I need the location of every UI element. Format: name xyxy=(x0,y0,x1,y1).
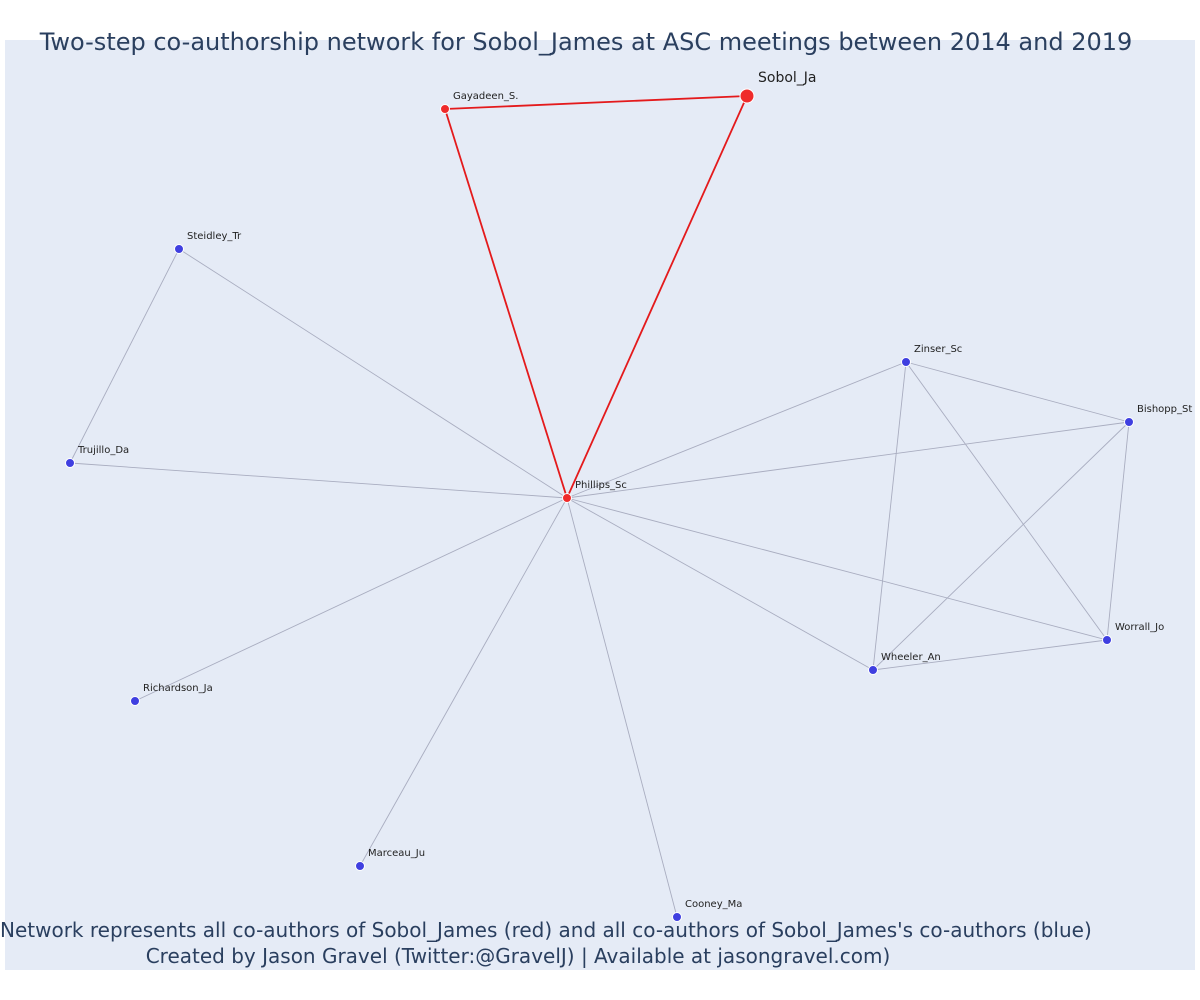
edge-sobol-ja-phillips-sc xyxy=(566,95,748,499)
edge-sobol-ja-gayadeen-s xyxy=(444,95,748,110)
node-label-marceau-ju: Marceau_Ju xyxy=(368,848,425,859)
node-sobol-ja[interactable] xyxy=(739,88,755,104)
node-label-wheeler-an: Wheeler_An xyxy=(881,652,941,663)
chart-title: Two-step co-authorship network for Sobol… xyxy=(39,28,1133,56)
labels-layer: Sobol_Ja Gayadeen_S. Phillips_Sc Steidley_T… xyxy=(77,70,1192,910)
edge-worrall-jo-wheeler-an xyxy=(872,639,1108,671)
node-richardson-ja[interactable] xyxy=(130,696,140,706)
node-zinser-sc[interactable] xyxy=(901,357,911,367)
edge-phillips-sc-richardson-ja xyxy=(134,497,568,702)
nodes-layer xyxy=(65,88,1134,922)
node-marceau-ju[interactable] xyxy=(355,861,365,871)
node-label-richardson-ja: Richardson_Ja xyxy=(143,683,213,694)
edge-phillips-sc-cooney-ma xyxy=(566,497,678,918)
caption-line-2: Created by Jason Gravel (Twitter:@Gravel… xyxy=(145,944,891,968)
node-gayadeen-s[interactable] xyxy=(440,104,450,114)
edge-phillips-sc-trujillo-da xyxy=(69,462,568,499)
node-cooney-ma[interactable] xyxy=(672,912,682,922)
node-label-sobol-ja: Sobol_Ja xyxy=(758,70,817,86)
node-steidley-tr[interactable] xyxy=(174,244,184,254)
node-label-cooney-ma: Cooney_Ma xyxy=(685,899,742,910)
edge-phillips-sc-steidley-tr xyxy=(178,248,568,499)
edge-phillips-sc-worrall-jo xyxy=(566,497,1108,641)
node-trujillo-da[interactable] xyxy=(65,458,75,468)
edge-phillips-sc-wheeler-an xyxy=(566,497,874,671)
plot-area xyxy=(5,40,1195,970)
edge-zinser-sc-worrall-jo xyxy=(905,361,1108,641)
edge-zinser-sc-bishopp-st xyxy=(905,361,1130,423)
node-label-zinser-sc: Zinser_Sc xyxy=(914,344,962,355)
edge-zinser-sc-wheeler-an xyxy=(872,361,907,671)
edge-gayadeen-s-phillips-sc xyxy=(444,108,568,499)
edges-layer xyxy=(69,95,1130,918)
node-label-steidley-tr: Steidley_Tr xyxy=(187,231,242,242)
node-bishopp-st[interactable] xyxy=(1124,417,1134,427)
node-wheeler-an[interactable] xyxy=(868,665,878,675)
node-label-trujillo-da: Trujillo_Da xyxy=(77,445,129,456)
node-label-gayadeen-s: Gayadeen_S. xyxy=(453,91,518,102)
edge-bishopp-st-worrall-jo xyxy=(1106,421,1130,641)
node-label-bishopp-st: Bishopp_St xyxy=(1137,404,1192,415)
edge-phillips-sc-bishopp-st xyxy=(566,421,1130,499)
node-phillips-sc[interactable] xyxy=(562,493,572,503)
node-label-phillips-sc: Phillips_Sc xyxy=(575,480,627,491)
edge-phillips-sc-zinser-sc xyxy=(566,361,907,499)
caption-line-1: Network represents all co-authors of Sob… xyxy=(0,918,1092,942)
edge-phillips-sc-marceau-ju xyxy=(359,497,568,867)
edge-bishopp-st-wheeler-an xyxy=(872,421,1130,671)
edge-steidley-tr-trujillo-da xyxy=(69,248,180,464)
node-worrall-jo[interactable] xyxy=(1102,635,1112,645)
node-label-worrall-jo: Worrall_Jo xyxy=(1115,622,1164,633)
